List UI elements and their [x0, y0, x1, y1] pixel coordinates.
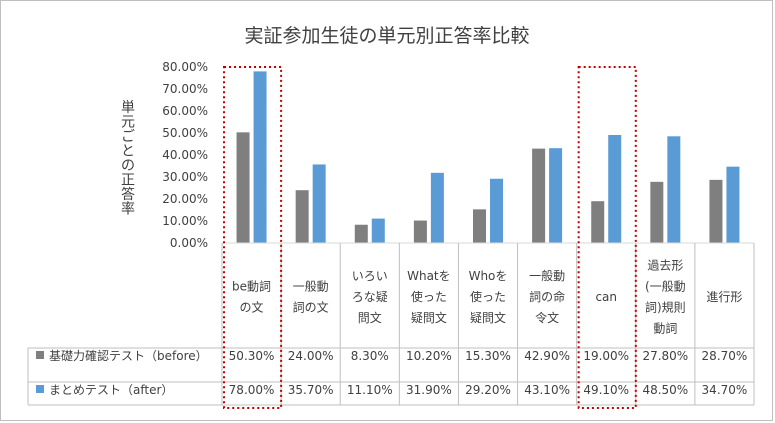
bar-after	[430, 172, 444, 243]
data-label: 43.10%	[524, 383, 570, 397]
category-label: 詞の文	[293, 300, 329, 315]
y-tick-label: 20.00%	[162, 192, 208, 206]
bar-after	[667, 136, 681, 243]
data-label: 49.10%	[583, 383, 629, 397]
y-tick-label: 10.00%	[162, 214, 208, 228]
category-label: 一般動	[293, 279, 329, 294]
bar-after	[312, 164, 326, 243]
bar-after	[253, 71, 267, 244]
legend-label: 基礎力確認テスト（before）	[49, 348, 208, 363]
category-label: いろい	[352, 269, 388, 283]
y-axis-label-char: 元	[121, 115, 135, 131]
y-tick-label: 80.00%	[162, 60, 208, 74]
data-label: 48.50%	[642, 383, 688, 397]
bars	[236, 71, 740, 244]
data-label: 28.70%	[702, 349, 748, 363]
data-label: 31.90%	[406, 383, 452, 397]
data-label: 19.00%	[583, 349, 629, 363]
bar-after	[549, 148, 563, 243]
y-axis-ticks: 0.00% 10.00% 20.00% 30.00% 40.00% 50.00% 60.00…	[162, 60, 208, 250]
bar-before	[591, 201, 605, 243]
data-label: 29.20%	[465, 383, 511, 397]
legend-label: まとめテスト（after）	[49, 383, 173, 397]
bar-after	[371, 218, 385, 243]
data-label: 34.70%	[702, 383, 748, 397]
bar-before	[354, 224, 368, 243]
y-axis-label-char: 正	[121, 173, 135, 189]
category-label: (一般動	[645, 279, 686, 294]
data-label: 35.70%	[288, 383, 334, 397]
bar-after	[608, 134, 622, 243]
category-label: 令文	[535, 310, 559, 325]
data-label: 15.30%	[465, 349, 511, 363]
data-label: 27.80%	[642, 349, 688, 363]
chart-title: 実証参加生徒の単元別正答率比較	[244, 25, 529, 47]
data-label: 24.00%	[288, 349, 334, 363]
category-label: can	[595, 290, 617, 304]
y-tick-label: 60.00%	[162, 104, 208, 118]
legend-swatch	[36, 351, 44, 359]
y-tick-label: 70.00%	[162, 82, 208, 96]
category-label: ろな疑	[352, 289, 388, 304]
y-tick-label: 0.00%	[170, 236, 208, 250]
highlight-boxes	[223, 66, 637, 409]
y-tick-label: 30.00%	[162, 170, 208, 184]
bar-after	[726, 166, 740, 243]
data-label: 10.20%	[406, 349, 452, 363]
bar-before	[532, 148, 546, 243]
y-axis-label-char: 単	[121, 100, 135, 116]
bar-before	[295, 190, 309, 243]
bar-before	[650, 181, 664, 243]
y-axis-label-char: と	[121, 144, 135, 160]
data-label: 11.10%	[347, 383, 393, 397]
category-label: 使った	[470, 289, 506, 304]
category-label: 疑問文	[411, 310, 447, 325]
category-label: Whatを	[407, 269, 451, 283]
category-label: 一般動	[529, 268, 565, 283]
category-label: 使った	[411, 289, 447, 304]
category-label: 問文	[358, 310, 382, 325]
category-label: 詞の命	[529, 289, 565, 304]
data-label: 50.30%	[229, 349, 275, 363]
category-label: be動詞	[232, 280, 271, 294]
highlight-box	[223, 66, 283, 409]
category-label: 過去形	[647, 259, 683, 273]
category-label: Whoを	[469, 269, 508, 283]
category-label: 動詞	[653, 322, 677, 336]
highlight-box	[577, 66, 637, 409]
y-axis-label-char: の	[121, 158, 135, 174]
data-label: 42.90%	[524, 349, 570, 363]
y-axis-label-char: 答	[121, 186, 135, 203]
bar-before	[709, 179, 723, 243]
bar-after	[490, 178, 503, 243]
y-tick-label: 50.00%	[162, 126, 208, 140]
data-label: 8.30%	[351, 349, 389, 363]
bar-before	[413, 220, 427, 243]
category-label: 詞)規則	[645, 300, 686, 315]
y-axis-label-char: ご	[121, 129, 135, 145]
y-axis-label-char: 率	[121, 201, 135, 218]
y-tick-label: 40.00%	[162, 148, 208, 162]
data-label: 78.00%	[229, 383, 275, 397]
bar-before	[473, 209, 486, 243]
category-label: 進行形	[706, 290, 742, 304]
category-label: の文	[240, 300, 264, 315]
legend-swatch	[36, 385, 44, 393]
bar-before	[236, 132, 250, 243]
category-label: 疑問文	[470, 310, 506, 325]
